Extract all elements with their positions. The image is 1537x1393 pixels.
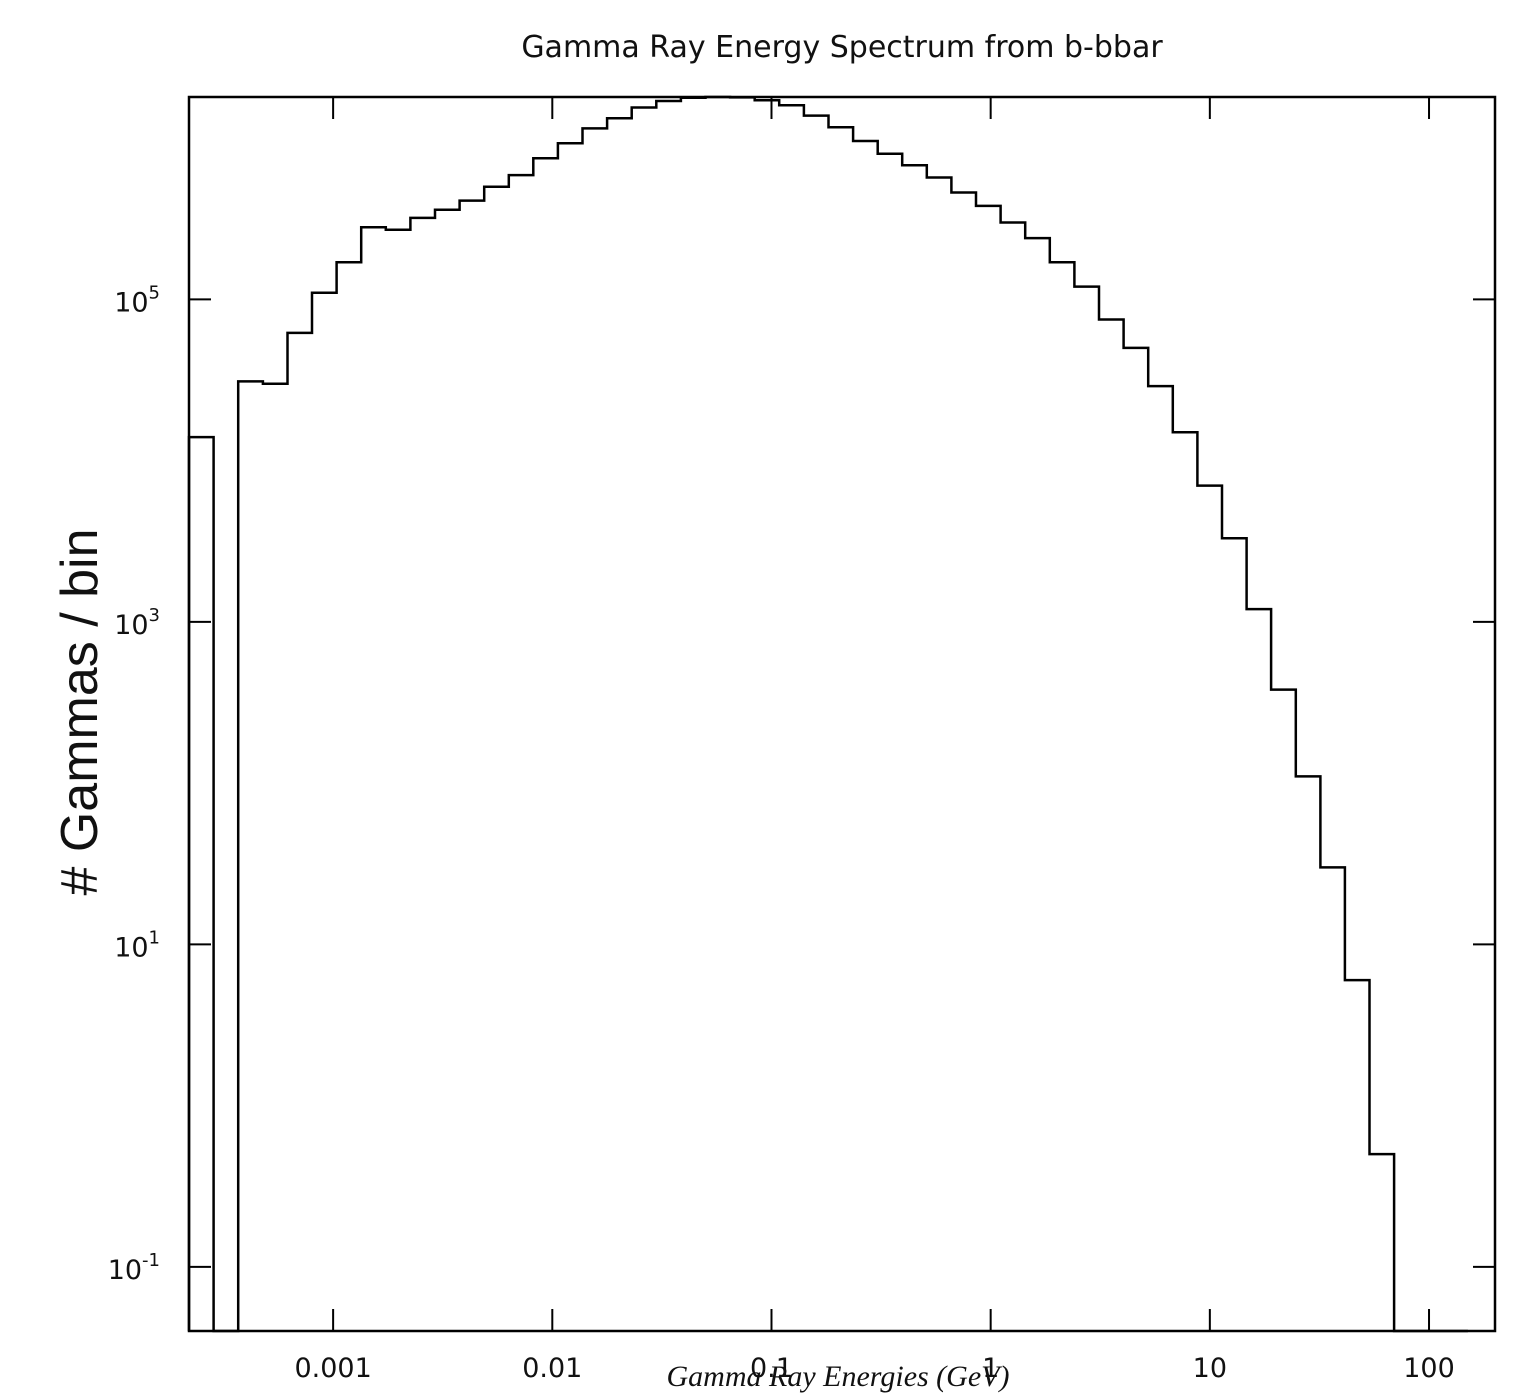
y-tick-label: 103 [114, 605, 160, 641]
plot-frame [187, 95, 1497, 1333]
x-tick-label: 0.01 [522, 1353, 582, 1384]
chart-title: Gamma Ray Energy Spectrum from b-bbar [521, 30, 1163, 65]
y-tick-exponent: 3 [149, 605, 160, 626]
y-tick-exponent: 1 [149, 927, 160, 948]
histogram-series [187, 95, 1468, 1333]
x-tick-label: 0.1 [750, 1353, 793, 1384]
x-tick-label: 1 [982, 1353, 999, 1384]
x-tick-label: 10 [1193, 1353, 1227, 1384]
y-tick-label: 105 [114, 282, 160, 318]
y-tick-exponent: -1 [142, 1250, 160, 1271]
y-tick-label: 10-1 [108, 1250, 160, 1286]
x-ticks: 0.001 0.01 0.1 1 10 100 [294, 97, 1455, 1384]
y-tick-base: 10 [114, 610, 148, 641]
x-tick-label: 100 [1403, 1353, 1455, 1384]
y-tick-base: 10 [114, 287, 148, 318]
y-tick-base: 10 [108, 1255, 142, 1286]
y-tick-exponent: 5 [149, 282, 160, 303]
x-axis-label: Gamma Ray Energies (GeV) [667, 1360, 1010, 1393]
y-tick-label: 101 [114, 927, 160, 963]
x-tick-label: 0.001 [294, 1353, 371, 1384]
y-axis-label: # Gammas / bin [51, 528, 109, 895]
y-tick-base: 10 [114, 932, 148, 963]
